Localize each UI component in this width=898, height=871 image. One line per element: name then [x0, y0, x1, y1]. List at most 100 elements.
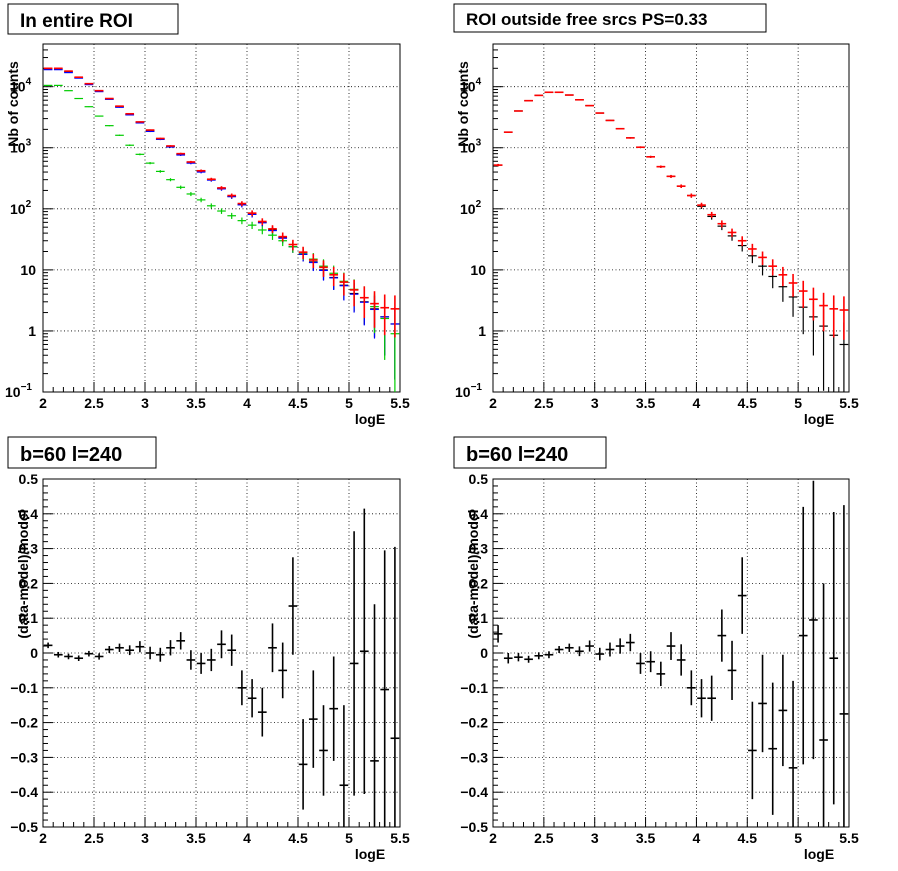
axis-ticks [492, 478, 850, 828]
plot-panel-1: 2 2.5 3 3.5 4 4.5 5 5.5 10−1 1 10 102 103 104 logE Nb o… [5, 3, 410, 427]
data-point [768, 682, 778, 815]
data-point [514, 110, 523, 112]
data-point [155, 137, 165, 140]
x-tick-label: 5.5 [390, 395, 410, 411]
data-point [135, 641, 145, 653]
data-point [564, 643, 574, 652]
data-point [196, 197, 206, 203]
x-tick-label: 5.5 [839, 830, 859, 846]
data-point [257, 687, 267, 737]
data-point [349, 279, 359, 307]
data-point [308, 253, 318, 269]
data-point [227, 212, 237, 219]
data-point [115, 106, 124, 108]
data-point [524, 99, 533, 102]
data-point [687, 670, 696, 706]
data-point [758, 251, 767, 266]
data-point [676, 644, 686, 676]
data-point [697, 202, 706, 208]
y-tick-label: 0 [480, 645, 488, 661]
y-tick-label: −0.2 [10, 715, 38, 731]
panel-title: b=60 l=240 [20, 444, 122, 466]
data-point [717, 220, 727, 228]
data-point [646, 651, 655, 673]
data-point [257, 218, 267, 226]
data-point [237, 670, 247, 706]
data-point [615, 127, 625, 130]
data-point [115, 134, 124, 136]
data-point [339, 705, 349, 827]
data-point [237, 217, 247, 225]
data-point [809, 287, 818, 321]
data-point [636, 653, 645, 674]
data-point [544, 651, 554, 659]
data-point [94, 653, 104, 660]
data-point [575, 646, 584, 657]
x-axis-label: logE [804, 411, 834, 427]
y-tick-label: 0.2 [19, 575, 39, 591]
data-point [288, 239, 298, 251]
data-point [278, 642, 288, 699]
data-point [737, 236, 747, 247]
data-point [748, 243, 757, 256]
grid-lines [43, 479, 400, 827]
data-point [748, 701, 757, 800]
x-tick-label: 4.5 [738, 830, 758, 846]
x-tick-label: 3.5 [636, 395, 656, 411]
data-point [247, 221, 257, 230]
x-axis-label: logE [355, 411, 385, 427]
y-tick-label: −0.5 [10, 819, 38, 835]
data-point [217, 208, 226, 214]
data-point [349, 531, 359, 796]
y-tick-label: −0.3 [460, 749, 488, 765]
data-point [104, 125, 114, 127]
data-point [115, 105, 124, 107]
x-tick-label: 3 [591, 830, 599, 846]
plot-frame [492, 43, 850, 393]
data-point [514, 653, 523, 662]
data-point [84, 82, 94, 85]
x-tick-label: 5 [794, 830, 802, 846]
data-point [359, 286, 369, 318]
x-tick-label: 2 [39, 830, 47, 846]
data-point [605, 642, 615, 657]
y-tick-label: 0 [30, 645, 38, 661]
data-point [166, 145, 175, 147]
x-tick-label: 3.5 [186, 395, 206, 411]
data-point [125, 645, 135, 656]
data-series-1 [493, 480, 849, 827]
x-axis-label: logE [804, 846, 834, 862]
data-point [43, 642, 53, 649]
data-point [727, 640, 737, 700]
data-point [298, 719, 308, 810]
data-point [534, 652, 544, 660]
data-point [778, 654, 788, 767]
y-tick-label: 104 [460, 77, 482, 95]
data-point [257, 226, 267, 235]
y-tick-label: 0.1 [19, 610, 39, 626]
panel-title-box [453, 436, 607, 469]
y-tick-label: 102 [460, 199, 482, 217]
y-tick-label: 0.5 [469, 471, 489, 487]
data-point [359, 508, 369, 794]
x-tick-label: 5.5 [390, 830, 410, 846]
x-tick-label: 5.5 [839, 395, 859, 411]
x-axis-label: logE [355, 846, 385, 862]
x-tick-label: 5 [794, 395, 802, 411]
x-tick-label: 4 [693, 395, 701, 411]
data-point [339, 273, 349, 296]
data-point [676, 184, 686, 188]
data-point [778, 266, 788, 287]
y-tick-label: 10 [20, 262, 36, 278]
data-point [166, 178, 175, 182]
y-tick-label: 10−1 [455, 382, 482, 400]
data-point [697, 679, 706, 718]
data-point [145, 130, 155, 133]
data-point [687, 193, 696, 198]
plot-panel-4: 2 2.5 3 3.5 4 4.5 5 5.5 −0.5 −0.4 −0.3 −0.2 −0.1 0 0.1… [453, 436, 859, 862]
y-tick-label: −0.1 [460, 680, 488, 696]
x-tick-label: 5 [345, 830, 353, 846]
data-point [788, 680, 798, 827]
data-point [319, 705, 328, 796]
y-axis-label: Nb of counts [455, 61, 471, 147]
